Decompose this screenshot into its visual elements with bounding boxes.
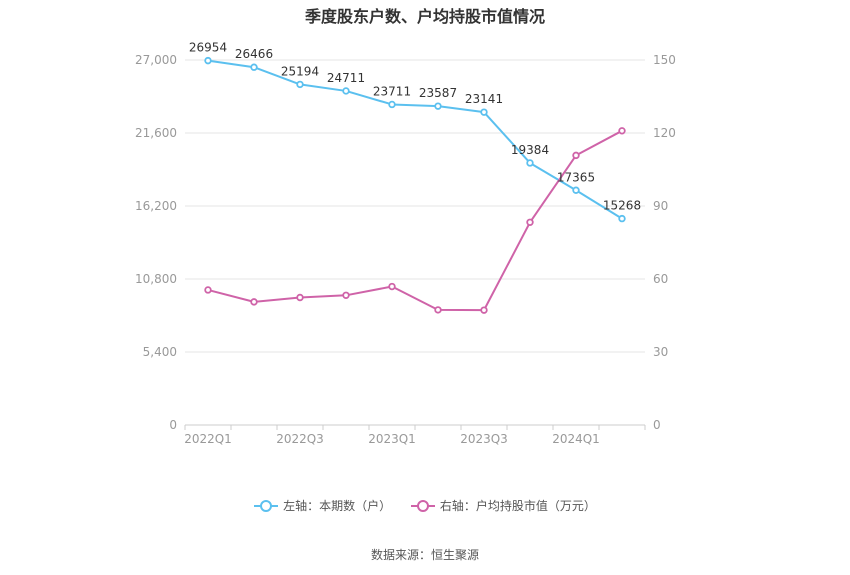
data-point-left [342,87,350,95]
legend-item-right-series[interactable]: 右轴：户均持股市值（万元） [410,497,596,514]
data-labels: 26954 26466 25194 24711 23711 23587 23141 19384… [189,41,641,213]
data-point-left [204,56,212,65]
data-point-right [480,306,488,314]
data-point-left [434,102,442,110]
y-right-tick-label: 60 [653,272,668,286]
chart-plot: 0 5,400 10,800 16,200 21,600 27,000 0 30 60 90 120… [135,41,676,446]
data-point-right [434,306,442,314]
x-tick-label: 2023Q3 [460,432,508,446]
data-point-left [250,63,258,71]
data-point-right [388,282,396,291]
legend-item-left-series[interactable]: 左轴：本期数（户） [254,497,391,514]
legend-right-label: 右轴：户均持股市值（万元） [439,499,596,513]
y-left-tick-label: 5,400 [143,345,177,359]
data-label: 17365 [557,170,595,184]
y-right-tick-label: 30 [653,345,668,359]
data-label: 25194 [281,64,319,78]
legend-left-marker [254,499,279,512]
grid-lines [185,59,645,426]
chart-title: 季度股东户数、户均持股市值情况 [304,7,545,26]
legend: 左轴：本期数（户） 右轴：户均持股市值（万元） [0,497,850,515]
y-left-tick-label: 27,000 [135,53,177,67]
data-point-right [342,291,350,300]
data-label: 23587 [419,86,457,100]
data-point-right [526,218,534,227]
data-label: 26954 [189,41,227,55]
data-point-left [480,108,488,116]
y-left-tick-label: 21,600 [135,126,177,140]
legend-left-label: 左轴：本期数（户） [283,499,392,513]
data-point-right [250,298,258,306]
legend-right-marker [410,499,435,512]
series-line-left [207,59,623,220]
source-note: 数据来源：恒生聚源 [370,548,479,562]
data-point-left [296,80,304,89]
y-left-tick-label: 10,800 [135,272,177,286]
data-point-left [572,186,580,194]
series-line-right [207,129,623,312]
data-label: 23141 [465,92,503,106]
data-point-right [618,127,626,135]
data-point-right [204,286,212,294]
y-right-tick-label: 120 [653,126,676,140]
data-point-left [388,100,396,109]
data-point-right [572,151,580,160]
x-tick-label: 2023Q1 [368,432,416,446]
x-tick-label: 2022Q3 [276,432,324,446]
y-right-tick-label: 0 [653,418,661,432]
y-left-tick-label: 16,200 [135,199,177,213]
data-label: 15268 [603,199,641,213]
data-label: 23711 [373,84,411,98]
axes: 0 5,400 10,800 16,200 21,600 27,000 0 30 60 90 120… [135,53,676,446]
data-label: 24711 [327,71,365,85]
x-tick-label: 2022Q1 [184,432,232,446]
data-point-left [618,214,626,223]
x-tick-label: 2024Q1 [552,432,600,446]
series-points [204,56,626,314]
data-point-right [296,293,304,302]
data-label: 19384 [511,143,549,157]
data-label: 26466 [235,47,273,61]
y-right-tick-label: 90 [653,199,668,213]
y-right-tick-label: 150 [653,53,676,67]
data-point-left [526,159,534,167]
series-lines [207,59,623,312]
y-left-tick-label: 0 [169,418,177,432]
